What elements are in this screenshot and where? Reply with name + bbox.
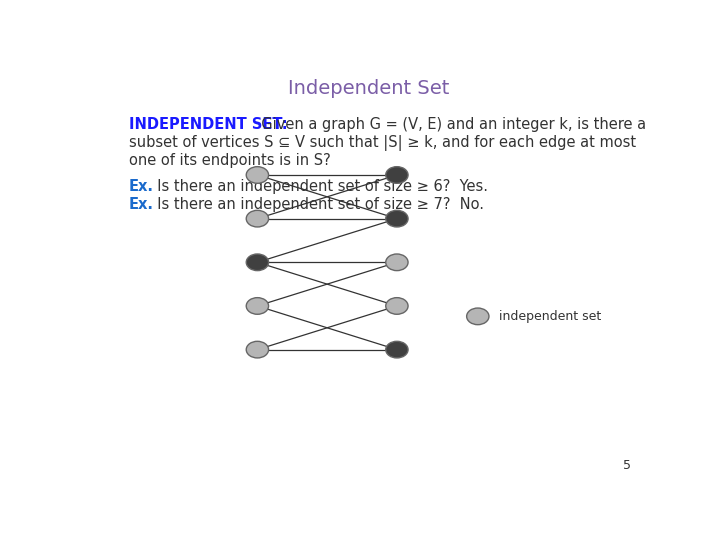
Circle shape [246,211,269,227]
Circle shape [386,167,408,183]
Text: INDEPENDENT SET:: INDEPENDENT SET: [129,117,288,132]
Text: Ex.: Ex. [129,179,154,194]
Circle shape [246,298,269,314]
Circle shape [386,254,408,271]
Circle shape [386,341,408,358]
Circle shape [467,308,489,325]
Circle shape [386,211,408,227]
Text: Is there an independent set of size ≥ 6?  Yes.: Is there an independent set of size ≥ 6?… [148,179,488,194]
Circle shape [386,298,408,314]
Text: subset of vertices S ⊆ V such that |S| ≥ k, and for each edge at most: subset of vertices S ⊆ V such that |S| ≥… [129,135,636,151]
Text: Independent Set: Independent Set [288,79,450,98]
Text: Given a graph G = (V, E) and an integer k, is there a: Given a graph G = (V, E) and an integer … [252,117,646,132]
Text: Is there an independent set of size ≥ 7?  No.: Is there an independent set of size ≥ 7?… [148,198,485,212]
Circle shape [246,341,269,358]
Circle shape [246,167,269,183]
Text: one of its endpoints is in S?: one of its endpoints is in S? [129,153,330,168]
Circle shape [246,254,269,271]
Text: Ex.: Ex. [129,198,154,212]
Text: independent set: independent set [499,310,601,323]
Text: 5: 5 [624,460,631,472]
